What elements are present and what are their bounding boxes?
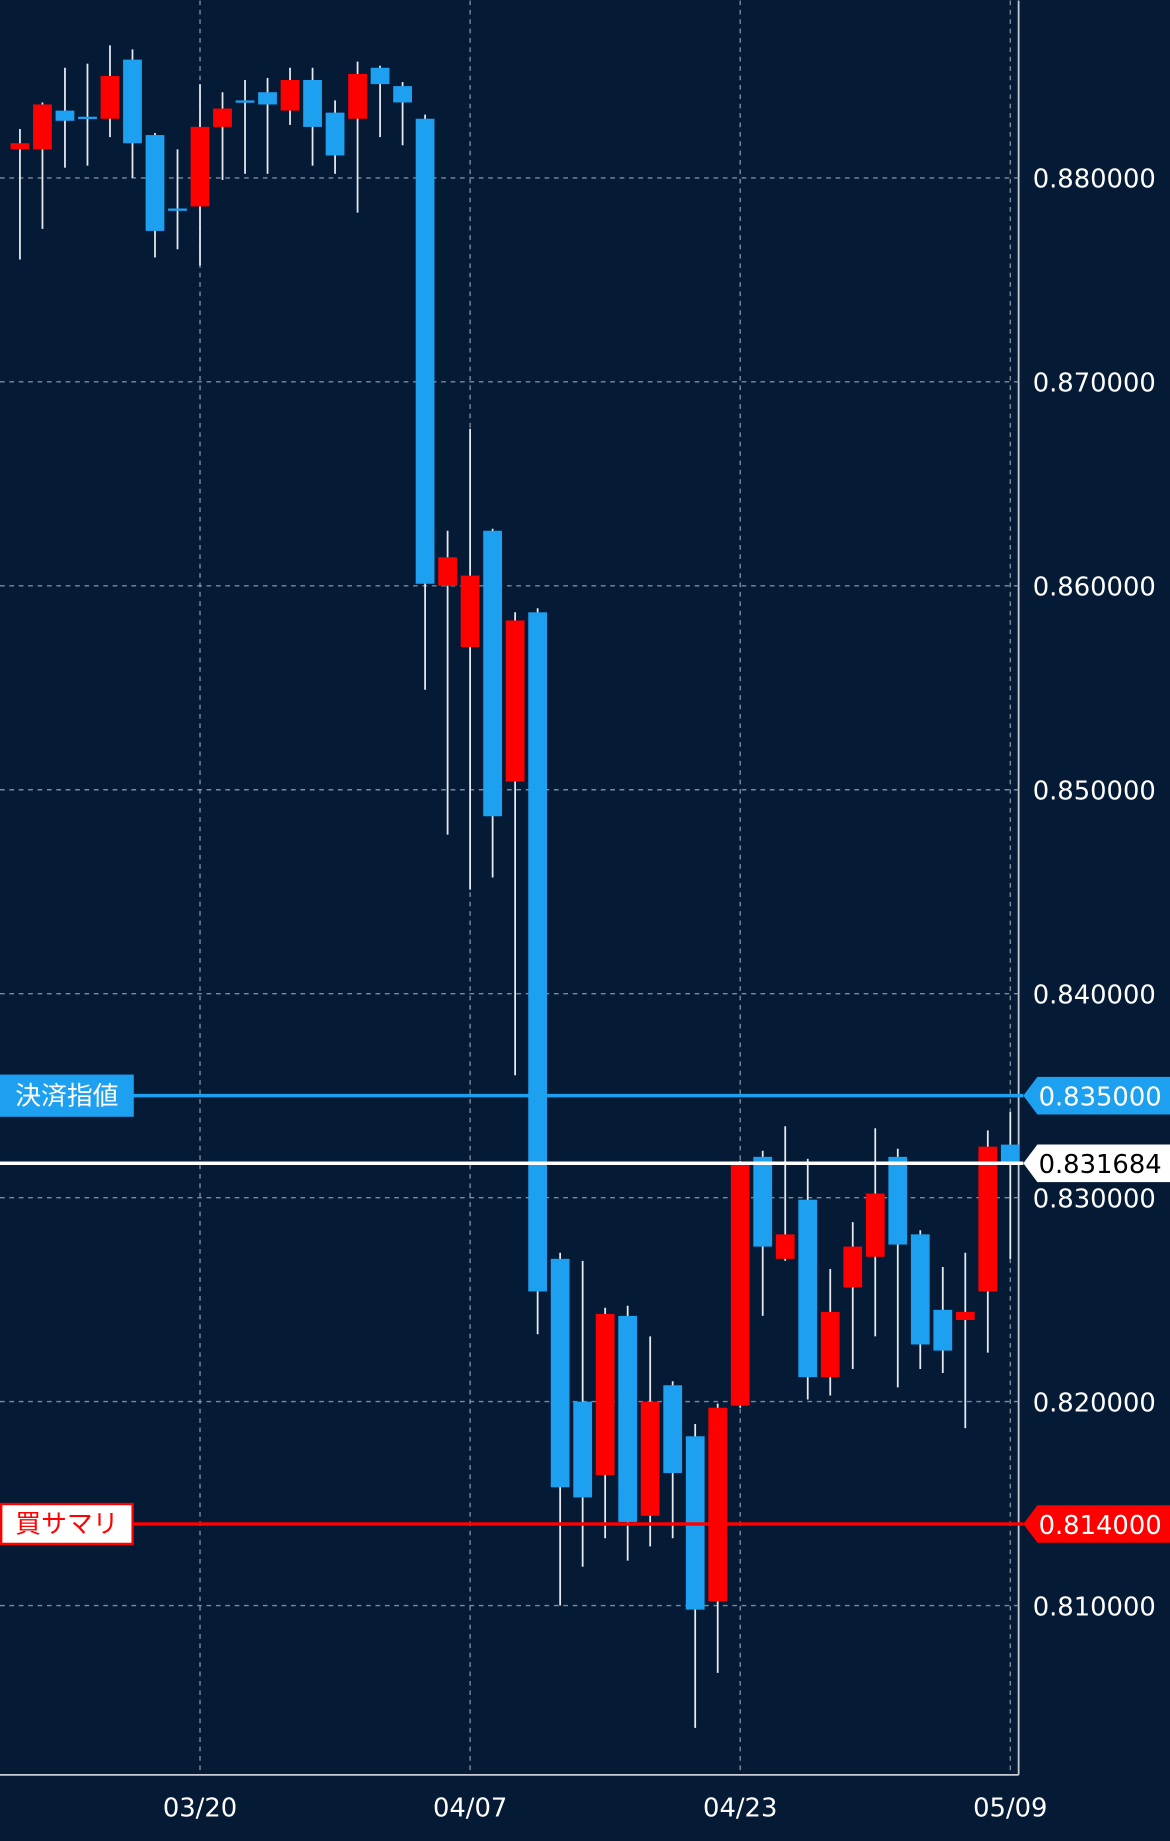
candle-body bbox=[528, 612, 548, 1292]
candle-body bbox=[663, 1385, 683, 1473]
candle-body bbox=[280, 80, 300, 111]
candle-body bbox=[100, 75, 120, 119]
candle-body bbox=[573, 1401, 593, 1498]
candle-body bbox=[550, 1258, 570, 1488]
candle-body bbox=[618, 1315, 638, 1522]
candle-body bbox=[820, 1311, 840, 1378]
candle-body bbox=[1000, 1144, 1020, 1163]
candle-body bbox=[145, 135, 165, 231]
y-tick-label: 0.820000 bbox=[1033, 1388, 1156, 1418]
candle-body bbox=[348, 73, 367, 119]
y-tick-label: 0.880000 bbox=[1033, 165, 1156, 195]
candle-body bbox=[10, 143, 30, 150]
x-tick-label: 03/20 bbox=[163, 1793, 237, 1823]
candle-body bbox=[460, 575, 480, 647]
candle-body bbox=[235, 100, 255, 103]
candle-body bbox=[978, 1146, 998, 1292]
candle-body bbox=[888, 1156, 908, 1245]
price-line-label: 決済指値 bbox=[15, 1081, 118, 1111]
price-tag bbox=[1023, 1076, 1170, 1115]
candle-body bbox=[753, 1156, 773, 1247]
price-tag bbox=[1023, 1144, 1170, 1183]
candle-body bbox=[33, 104, 52, 150]
candle-body bbox=[708, 1407, 728, 1602]
price-tag-label: 0.831684 bbox=[1039, 1150, 1162, 1180]
y-tick-label: 0.810000 bbox=[1033, 1592, 1156, 1622]
candle-body bbox=[843, 1246, 863, 1288]
price-line-label-box bbox=[0, 1502, 134, 1546]
candle-body bbox=[438, 557, 457, 586]
candle-body bbox=[505, 620, 525, 782]
candle-body bbox=[325, 112, 345, 156]
candle-body bbox=[933, 1309, 953, 1351]
price-tag-label: 0.814000 bbox=[1039, 1511, 1162, 1541]
candle-body bbox=[595, 1313, 615, 1476]
x-tick-label: 04/23 bbox=[703, 1793, 777, 1823]
candle-body bbox=[640, 1401, 660, 1516]
candle-body bbox=[483, 530, 503, 817]
y-tick-label: 0.870000 bbox=[1033, 369, 1156, 399]
candle-body bbox=[213, 108, 232, 127]
candle-body bbox=[910, 1234, 930, 1345]
candle-body bbox=[393, 86, 412, 103]
candle-body bbox=[775, 1234, 795, 1259]
candle-body bbox=[55, 110, 75, 121]
x-tick-label: 05/09 bbox=[973, 1793, 1047, 1823]
candle-body bbox=[258, 92, 277, 105]
y-tick-label: 0.830000 bbox=[1033, 1184, 1156, 1214]
candle-body bbox=[190, 126, 210, 207]
candle-body bbox=[730, 1165, 750, 1406]
x-tick-label: 04/07 bbox=[433, 1793, 507, 1823]
candle-body bbox=[78, 116, 97, 120]
y-tick-label: 0.850000 bbox=[1033, 777, 1156, 807]
price-tag-label: 0.835000 bbox=[1039, 1083, 1162, 1113]
candle-body bbox=[303, 80, 322, 127]
price-line-label: 買サマリ bbox=[15, 1510, 118, 1540]
candle-body bbox=[415, 118, 435, 584]
candle-body bbox=[955, 1311, 975, 1321]
y-tick-label: 0.860000 bbox=[1033, 573, 1156, 603]
candle-body bbox=[123, 59, 142, 144]
price-tag bbox=[1023, 1505, 1170, 1543]
candle-body bbox=[798, 1199, 818, 1378]
candle-body bbox=[865, 1193, 885, 1257]
price-line-label-box bbox=[0, 1074, 134, 1117]
candle-body bbox=[168, 208, 187, 211]
y-tick-label: 0.840000 bbox=[1033, 981, 1156, 1011]
candle-body bbox=[370, 67, 390, 85]
